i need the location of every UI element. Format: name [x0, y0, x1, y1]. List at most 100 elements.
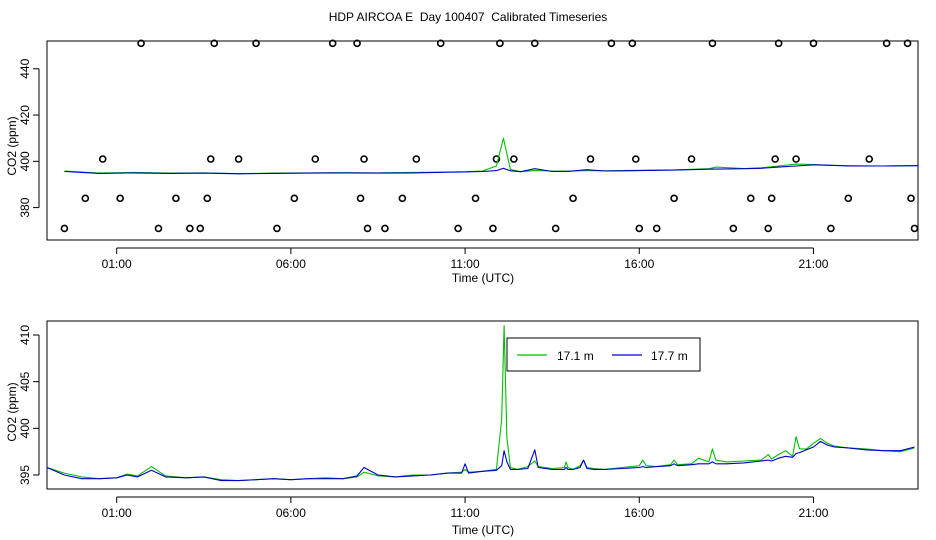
y-tick-label: 400 [18, 151, 32, 171]
x-tick-label: 11:00 [451, 257, 480, 271]
calibration-point [328, 39, 337, 48]
calibration-point [98, 155, 107, 163]
calibration-point [569, 194, 577, 203]
calibration-point [510, 155, 518, 163]
calibration-point [910, 224, 919, 233]
calibration-point [746, 194, 755, 203]
series-line-17-7-m [46, 440, 915, 482]
bottom-series-lines [46, 325, 915, 482]
calibration-point [687, 155, 696, 163]
calibration-point [635, 224, 644, 233]
calibration-point [206, 155, 215, 163]
calibration-point [764, 224, 772, 233]
calibration-point [353, 39, 361, 48]
x-tick-label: 16:00 [624, 257, 654, 271]
legend: 17.1 m 17.7 m [506, 337, 701, 372]
top-x-axis-label: Time (UTC) [452, 271, 514, 285]
calibration-point [586, 155, 595, 163]
calibration-point [903, 39, 912, 48]
top-series-lines [64, 137, 919, 175]
calibration-point [530, 39, 539, 48]
calibration-point [273, 224, 281, 233]
x-tick-label: 01:00 [102, 257, 132, 271]
calibration-point [436, 39, 445, 48]
calibration-point [116, 194, 124, 203]
y-tick-label: 405 [18, 371, 32, 391]
calibration-point [729, 224, 738, 233]
top-y-axis: 380 400 420 440 [18, 58, 40, 218]
calibration-point [311, 155, 320, 163]
calibration-point [172, 194, 180, 203]
x-tick-label: 21:00 [798, 506, 828, 520]
legend-label-17-7m: 17.7 m [651, 349, 688, 363]
calibration-point [363, 224, 372, 233]
calibration-point [398, 194, 407, 203]
calibration-point [907, 194, 915, 203]
top-panel: 01:00 06:00 11:00 16:00 21:00 380 400 420 440 T… [5, 39, 919, 285]
calibration-point [631, 155, 640, 163]
bottom-plot-frame [46, 320, 919, 490]
calibration-point [290, 194, 299, 203]
page-title: HDP AIRCOA E Day 100407 Calibrated Times… [328, 10, 608, 24]
calibration-point [652, 224, 661, 233]
calibration-point [771, 155, 779, 163]
calibration-point [628, 39, 637, 48]
calibration-point [454, 224, 462, 233]
calibration-point [471, 194, 480, 203]
calibration-point [196, 224, 205, 233]
top-y-axis-label: CO2 (ppm) [5, 116, 19, 175]
top-calibration-points [60, 39, 919, 233]
series-line-1 [64, 164, 919, 175]
calibration-point [809, 39, 818, 48]
calibration-point [252, 39, 260, 48]
calibration-point [234, 155, 243, 163]
bottom-x-axis: 01:00 06:00 11:00 16:00 21:00 [102, 496, 829, 520]
calibration-point [882, 39, 891, 48]
calibration-point [551, 224, 560, 233]
calibration-point [210, 39, 219, 48]
calibration-point [774, 39, 783, 48]
bottom-x-axis-label: Time (UTC) [452, 523, 514, 537]
y-tick-label: 410 [18, 325, 32, 345]
legend-label-17-1m: 17.1 m [557, 349, 594, 363]
calibration-point [792, 155, 800, 163]
x-tick-label: 16:00 [624, 506, 654, 520]
calibration-point [492, 155, 501, 163]
y-tick-label: 420 [18, 105, 32, 125]
calibration-point [412, 155, 421, 163]
calibration-point [496, 39, 504, 48]
calibration-point [489, 224, 497, 233]
y-tick-label: 380 [18, 197, 32, 217]
bottom-panel: 01:00 06:00 11:00 16:00 21:00 395 400 405 410 T… [5, 320, 919, 537]
y-tick-label: 395 [18, 465, 32, 485]
x-tick-label: 21:00 [798, 257, 828, 271]
bottom-y-axis: 395 400 405 410 [18, 325, 40, 485]
x-tick-label: 06:00 [276, 257, 306, 271]
y-tick-label: 400 [18, 418, 32, 438]
calibration-point [767, 194, 776, 203]
calibration-point [360, 155, 368, 163]
calibration-point [670, 194, 678, 203]
y-tick-label: 440 [18, 58, 32, 78]
calibration-point [356, 194, 365, 203]
calibration-point [203, 194, 212, 203]
calibration-point [137, 39, 145, 48]
series-line-17-1-m [46, 325, 915, 482]
calibration-point [865, 155, 874, 163]
x-tick-label: 01:00 [102, 506, 132, 520]
top-x-axis: 01:00 06:00 11:00 16:00 21:00 [102, 247, 829, 271]
x-tick-label: 11:00 [451, 506, 480, 520]
calibration-point [81, 194, 90, 203]
calibration-point [708, 39, 717, 48]
calibration-point [381, 224, 389, 233]
calibration-point [60, 224, 69, 233]
x-tick-label: 06:00 [276, 506, 306, 520]
calibration-point [186, 224, 194, 233]
calibration-point [827, 224, 835, 233]
calibration-point [154, 224, 163, 233]
top-plot-frame [46, 40, 919, 241]
series-line-0 [64, 137, 919, 175]
calibration-point [844, 194, 853, 203]
bottom-y-axis-label: CO2 (ppm) [5, 382, 19, 441]
